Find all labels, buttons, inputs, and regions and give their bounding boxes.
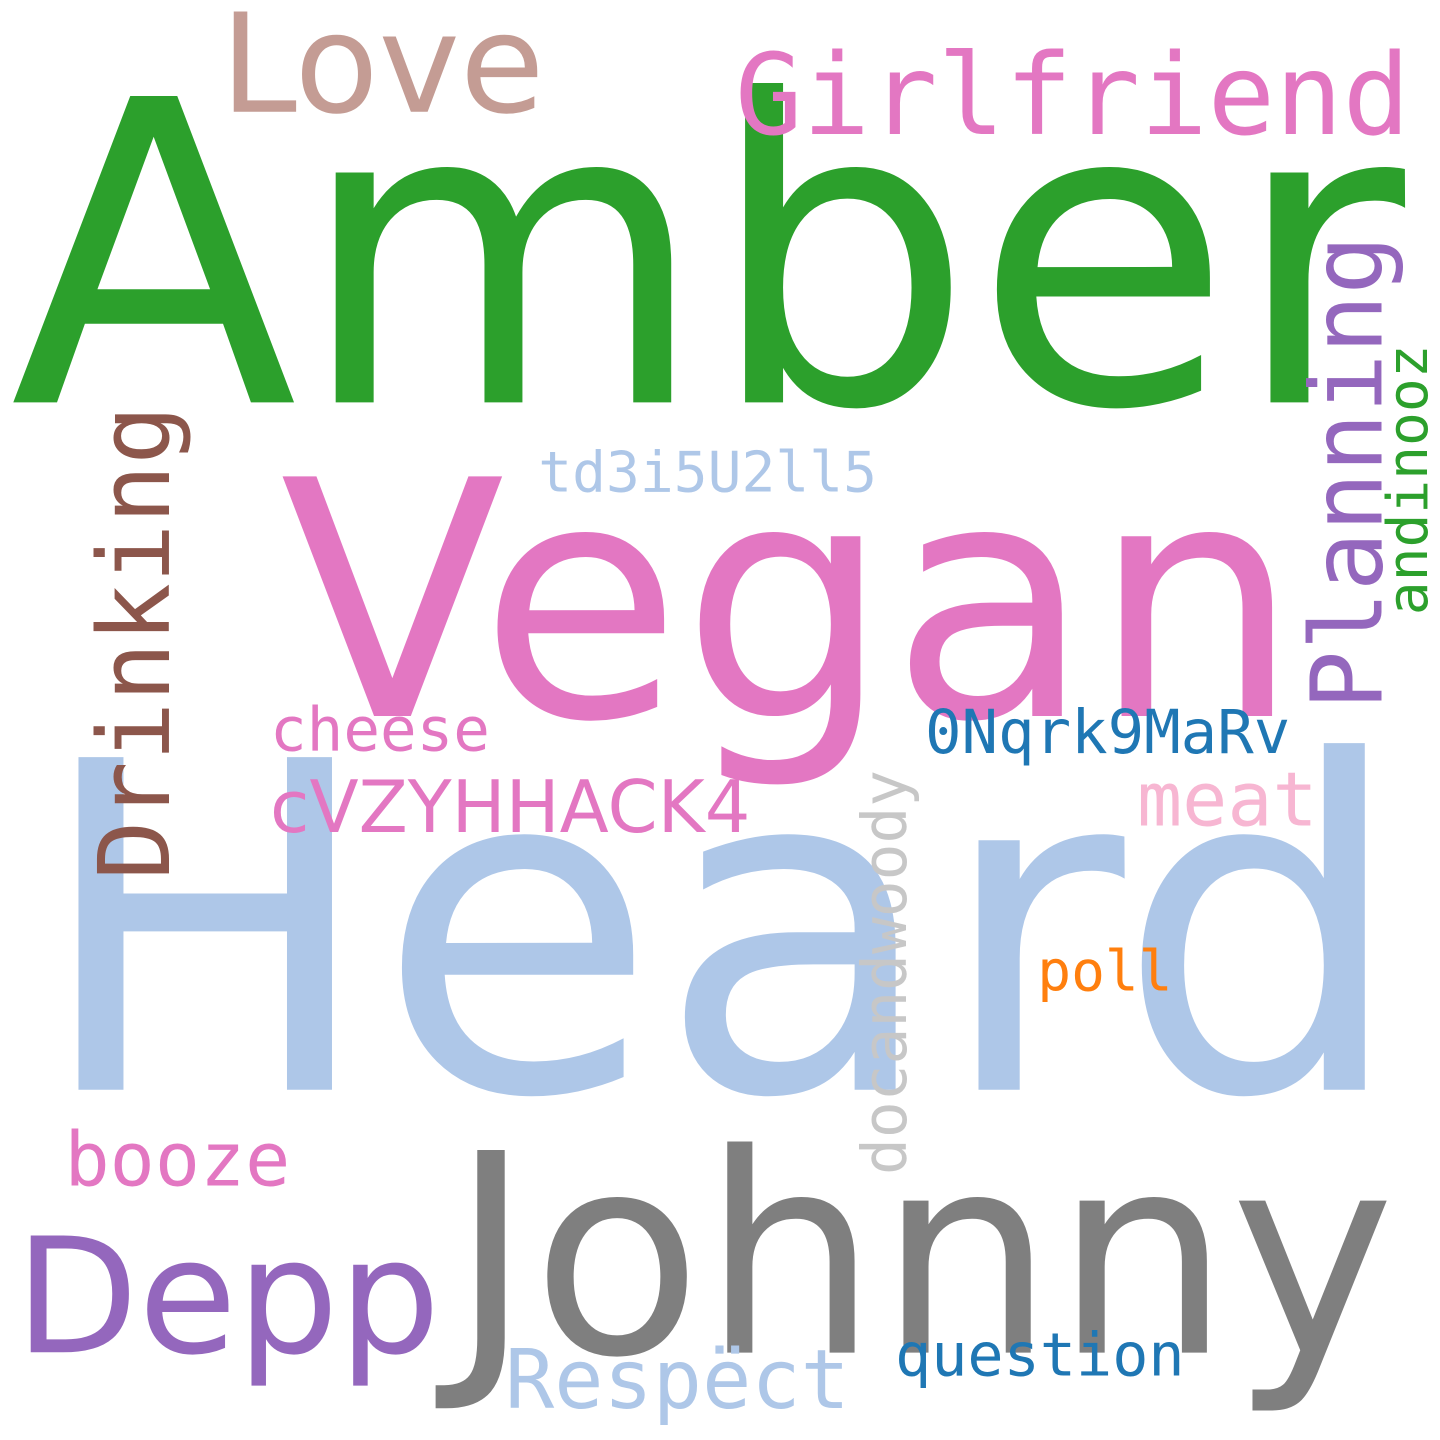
word-td3i5u2ll5: td3i5U2ll5 xyxy=(538,439,877,506)
word-drinking: Drinking xyxy=(77,405,193,880)
word-0nqrk9marv: 0Nqrk9MaRv xyxy=(925,696,1291,768)
word-meat: meat xyxy=(1137,755,1318,844)
word-cvzyhhack4: cVZYHHACK4 xyxy=(270,764,751,850)
word-johnny: Johnny xyxy=(450,1096,1395,1419)
word-amber: Amber xyxy=(10,12,1406,502)
word-andinooz: andinooz xyxy=(1374,344,1440,616)
word-heard: Heard xyxy=(33,666,1407,1198)
word-respect: Respëct xyxy=(505,1331,850,1428)
word-docandwoody: docandwoody xyxy=(849,769,921,1175)
word-question: question xyxy=(895,1319,1185,1390)
word-poll: poll xyxy=(1037,939,1173,1005)
word-depp: Depp xyxy=(15,1203,441,1391)
word-vegan: Vegan xyxy=(280,411,1300,794)
word-booze: booze xyxy=(64,1115,291,1204)
word-girlfriend: Girlfriend xyxy=(735,29,1411,161)
word-cheese: cheese xyxy=(270,693,490,766)
word-love: Love xyxy=(220,0,545,145)
